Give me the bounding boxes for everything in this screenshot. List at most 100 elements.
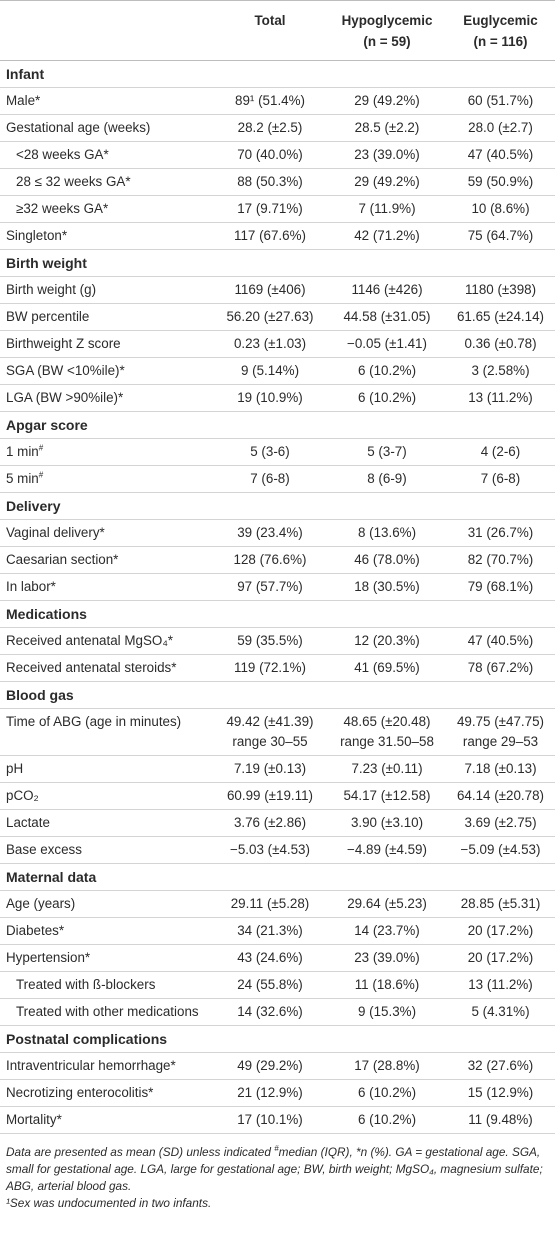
cell-value: 6 (10.2%): [328, 1079, 446, 1107]
cell-value: 89¹ (51.4%): [212, 87, 328, 115]
data-row: Treated with other medications 14 (32.6%)…: [0, 998, 555, 1026]
cell-value: 20 (17.2%): [446, 944, 555, 972]
section-row: Birth weight: [0, 249, 555, 277]
row-label: 1 min#: [0, 438, 212, 466]
column-name: Hypoglycemic: [341, 13, 433, 28]
table-body: Infant Male* 89¹ (51.4%) 29 (49.2%) 60 (51.7…: [0, 60, 555, 1134]
section-row: Blood gas: [0, 681, 555, 709]
cell-value: 1180 (±398): [446, 276, 555, 304]
row-label: Lactate: [0, 809, 212, 837]
cell-value: 60.99 (±19.11): [212, 782, 328, 810]
cell-value: 49.75 (±47.75) range 29–53: [446, 708, 555, 756]
data-row: Hypertension* 43 (24.6%) 23 (39.0%) 20 (17.…: [0, 944, 555, 972]
data-row: In labor* 97 (57.7%) 18 (30.5%) 79 (68.1%): [0, 573, 555, 601]
cell-value: 49 (29.2%): [212, 1052, 328, 1080]
cell-value: 54.17 (±12.58): [328, 782, 446, 810]
row-label: ≥32 weeks GA*: [0, 195, 212, 223]
row-label: pH: [0, 755, 212, 783]
data-row: Vaginal delivery* 39 (23.4%) 8 (13.6%) 31 (…: [0, 519, 555, 547]
cell-value: −0.05 (±1.41): [328, 330, 446, 358]
data-row: Diabetes* 34 (21.3%) 14 (23.7%) 20 (17.2%): [0, 917, 555, 945]
section-row: Medications: [0, 600, 555, 628]
row-label: Hypertension*: [0, 944, 212, 972]
cell-value: 41 (69.5%): [328, 654, 446, 682]
footnote: ¹Sex was undocumented in two infants.: [6, 1196, 212, 1210]
data-row: Received antenatal steroids* 119 (72.1%) 4…: [0, 654, 555, 682]
data-row: Intraventricular hemorrhage* 49 (29.2%) 17…: [0, 1052, 555, 1080]
cell-value: 29.64 (±5.23): [328, 890, 446, 918]
cell-value: 11 (18.6%): [328, 971, 446, 999]
cell-value: 19 (10.9%): [212, 384, 328, 412]
row-label: 28 ≤ 32 weeks GA*: [0, 168, 212, 196]
column-name: Total: [254, 13, 286, 28]
column-name: Euglycemic: [463, 13, 538, 28]
data-row: Caesarian section* 128 (76.6%) 46 (78.0%) 8…: [0, 546, 555, 574]
data-row: Time of ABG (age in minutes) 49.42 (±41.3…: [0, 708, 555, 756]
section-row: Infant: [0, 60, 555, 88]
column-header: Hypoglycemic (n = 59): [328, 0, 446, 61]
data-row: pH 7.19 (±0.13) 7.23 (±0.11) 7.18 (±0.13): [0, 755, 555, 783]
cell-value: 13 (11.2%): [446, 384, 555, 412]
cell-value: 29 (49.2%): [328, 87, 446, 115]
cell-value: 128 (76.6%): [212, 546, 328, 574]
cell-value: 14 (23.7%): [328, 917, 446, 945]
section-row: Delivery: [0, 492, 555, 520]
data-row: Male* 89¹ (51.4%) 29 (49.2%) 60 (51.7%): [0, 87, 555, 115]
cell-value: 23 (39.0%): [328, 944, 446, 972]
cell-value: 28.0 (±2.7): [446, 114, 555, 142]
cell-value: 15 (12.9%): [446, 1079, 555, 1107]
data-table: Total Hypoglycemic (n = 59) Euglycemic (n = …: [0, 0, 555, 1134]
cell-value: 64.14 (±20.78): [446, 782, 555, 810]
cell-value: 47 (40.5%): [446, 141, 555, 169]
cell-value: 11 (9.48%): [446, 1106, 555, 1134]
cell-value: 44.58 (±31.05): [328, 303, 446, 331]
row-label: Necrotizing enterocolitis*: [0, 1079, 212, 1107]
row-label: Intraventricular hemorrhage*: [0, 1052, 212, 1080]
cell-value: 82 (70.7%): [446, 546, 555, 574]
cell-value: 119 (72.1%): [212, 654, 328, 682]
cell-value: 17 (10.1%): [212, 1106, 328, 1134]
section-title: Apgar score: [0, 411, 555, 439]
row-label: SGA (BW <10%ile)*: [0, 357, 212, 385]
cell-value: 7.19 (±0.13): [212, 755, 328, 783]
data-row: BW percentile 56.20 (±27.63) 44.58 (±31.05…: [0, 303, 555, 331]
cell-value: 17 (28.8%): [328, 1052, 446, 1080]
row-label: Gestational age (weeks): [0, 114, 212, 142]
row-label: Vaginal delivery*: [0, 519, 212, 547]
cell-value: 4 (2-6): [446, 438, 555, 466]
cell-value: 29 (49.2%): [328, 168, 446, 196]
data-row: Necrotizing enterocolitis* 21 (12.9%) 6 (1…: [0, 1079, 555, 1107]
cell-value: 23 (39.0%): [328, 141, 446, 169]
data-row: 5 min# 7 (6-8) 8 (6-9) 7 (6-8): [0, 465, 555, 493]
cell-value: 6 (10.2%): [328, 384, 446, 412]
data-row: <28 weeks GA* 70 (40.0%) 23 (39.0%) 47 (40.…: [0, 141, 555, 169]
row-label: Base excess: [0, 836, 212, 864]
section-row: Apgar score: [0, 411, 555, 439]
cell-value: 0.23 (±1.03): [212, 330, 328, 358]
section-title: Infant: [0, 60, 555, 88]
column-header: Total: [212, 0, 328, 61]
cell-value: 5 (4.31%): [446, 998, 555, 1026]
cell-value: 17 (9.71%): [212, 195, 328, 223]
row-label: BW percentile: [0, 303, 212, 331]
section-title: Delivery: [0, 492, 555, 520]
row-label: Received antenatal MgSO₄*: [0, 627, 212, 655]
cell-value: 5 (3-7): [328, 438, 446, 466]
footnote: Data are presented as mean (SD) unless i…: [6, 1144, 543, 1193]
cell-value: 117 (67.6%): [212, 222, 328, 250]
cell-value: 75 (64.7%): [446, 222, 555, 250]
cell-value: 6 (10.2%): [328, 1106, 446, 1134]
data-row: LGA (BW >90%ile)* 19 (10.9%) 6 (10.2%) 13 (…: [0, 384, 555, 412]
cell-value: 3.69 (±2.75): [446, 809, 555, 837]
cell-value: 3.90 (±3.10): [328, 809, 446, 837]
row-label: Birth weight (g): [0, 276, 212, 304]
data-row: Lactate 3.76 (±2.86) 3.90 (±3.10) 3.69 (±2.…: [0, 809, 555, 837]
row-label: <28 weeks GA*: [0, 141, 212, 169]
cell-value: 49.42 (±41.39) range 30–55: [212, 708, 328, 756]
data-row: Age (years) 29.11 (±5.28) 29.64 (±5.23) 28.…: [0, 890, 555, 918]
column-n: (n = 59): [363, 34, 411, 49]
cell-value: 14 (32.6%): [212, 998, 328, 1026]
row-label: Time of ABG (age in minutes): [0, 708, 212, 756]
cell-value: 29.11 (±5.28): [212, 890, 328, 918]
